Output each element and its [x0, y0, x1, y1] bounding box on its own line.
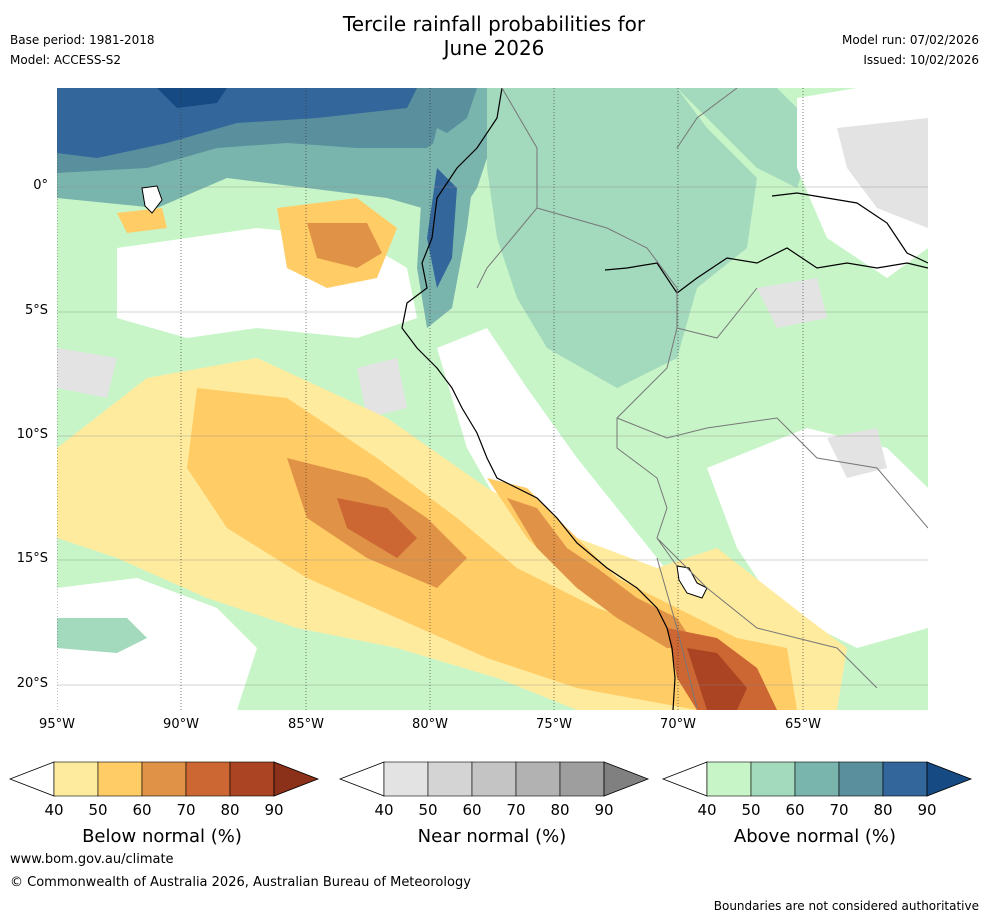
lon-label-65w: 65°W	[785, 717, 821, 732]
title-line-2: June 2026	[443, 36, 545, 60]
colorbar-above-segment	[838, 761, 884, 797]
region-coast-above-dark	[427, 168, 457, 288]
colorbar-above-tick: 80	[873, 801, 893, 819]
colorbar-near-extend-high	[603, 761, 650, 797]
colorbar-near-title: Near normal (%)	[417, 826, 567, 847]
colorbar-above-tick: 70	[829, 801, 849, 819]
lon-label-95w: 95°W	[39, 717, 75, 732]
footer-disclaimer: Boundaries are not considered authoritat…	[713, 899, 979, 913]
colorbar-above-segment	[794, 761, 840, 797]
colorbar-near-segment	[427, 761, 473, 797]
chart-title: Tercile rainfall probabilities for June …	[0, 12, 988, 60]
colorbar-near-tick: 90	[594, 801, 614, 819]
colorbar-below-tick: 90	[264, 801, 284, 819]
lat-label-15s: 15°S	[16, 551, 48, 566]
national-borders	[476, 88, 928, 709]
colorbar-below-tick: 70	[176, 801, 196, 819]
lat-label-20s: 20°S	[16, 676, 48, 691]
region-amazon-above	[487, 88, 757, 388]
model-name: Model: ACCESS-S2	[10, 53, 122, 67]
colorbar-above-segment	[750, 761, 796, 797]
amazon-river-north	[771, 192, 928, 264]
colorbar-below-segment	[53, 761, 99, 797]
footer-copyright: © Commonwealth of Australia 2026, Austra…	[10, 875, 471, 890]
footer-url[interactable]: www.bom.gov.au/climate	[10, 852, 174, 867]
region-near-normal-1	[837, 118, 928, 228]
colorbar-near-tick: 50	[418, 801, 438, 819]
lat-label-5s: 5°S	[24, 303, 48, 318]
colorbar-above-tick: 50	[741, 801, 761, 819]
lon-label-80w: 80°W	[412, 717, 448, 732]
region-below-70	[337, 498, 417, 558]
galapagos-islands	[141, 185, 163, 214]
colorbar-below	[8, 761, 320, 797]
colorbars	[8, 761, 973, 797]
colorbar-below-segment	[141, 761, 187, 797]
model-run: Model run: 07/02/2026	[841, 33, 979, 47]
region-near-normal-4	[757, 278, 827, 328]
lon-label-85w: 85°W	[288, 717, 324, 732]
colorbar-above-segment	[706, 761, 752, 797]
lat-label-0: 0°	[33, 178, 48, 193]
colorbar-near-segment	[515, 761, 561, 797]
colorbar-below-segment	[185, 761, 231, 797]
colorbar-near-segment	[471, 761, 517, 797]
colorbar-near-segment	[559, 761, 605, 797]
colorbar-above	[661, 761, 973, 797]
colorbar-below-tick: 40	[44, 801, 64, 819]
colorbar-above-segment	[882, 761, 928, 797]
title-line-1: Tercile rainfall probabilities for	[342, 12, 646, 36]
colorbar-above-title: Above normal (%)	[733, 826, 897, 847]
colorbar-near	[338, 761, 650, 797]
probability-map	[57, 88, 928, 710]
region-near-normal-2	[57, 348, 117, 398]
issued-date: Issued: 10/02/2026	[863, 53, 979, 67]
colorbar-below-title: Below normal (%)	[82, 826, 242, 847]
region-below-galapagos-dark	[307, 223, 382, 268]
colorbar-near-tick: 40	[374, 801, 394, 819]
lon-label-75w: 75°W	[536, 717, 572, 732]
colorbar-near-tick: 60	[462, 801, 482, 819]
lon-label-70w: 70°W	[660, 717, 696, 732]
colorbar-above-tick: 90	[917, 801, 937, 819]
region-below-coastal-dark	[507, 498, 697, 648]
colorbar-above-tick: 40	[697, 801, 717, 819]
amazon-river	[604, 247, 928, 294]
colorbar-below-tick: 60	[132, 801, 152, 819]
lon-label-90w: 90°W	[163, 717, 199, 732]
colorbar-below-extend-high	[273, 761, 320, 797]
region-below-small	[117, 208, 167, 233]
region-neutral-southwest	[57, 578, 257, 710]
coastline	[401, 88, 676, 710]
colorbar-near-extend-low	[338, 761, 385, 797]
meta-left: Base period: 1981-2018 Model: ACCESS-S2	[10, 30, 155, 70]
colorbar-below-segment	[97, 761, 143, 797]
region-amazon-above-2	[677, 88, 817, 188]
colorbar-above-extend-low	[661, 761, 708, 797]
region-above-sw	[57, 618, 147, 653]
colorbar-below-extend-low	[8, 761, 55, 797]
region-neutral-east	[707, 428, 928, 648]
map-panel	[57, 88, 928, 710]
colorbar-near-segment	[383, 761, 429, 797]
colorbar-above-tick: 60	[785, 801, 805, 819]
colorbar-below-tick: 80	[220, 801, 240, 819]
colorbar-near-tick: 80	[550, 801, 570, 819]
region-above-95	[157, 88, 227, 108]
lake-titicaca	[676, 565, 708, 599]
region-above-90	[57, 88, 417, 158]
colorbar-above-extend-high	[926, 761, 973, 797]
region-below-50	[187, 388, 757, 710]
lat-gridlines	[57, 186, 928, 686]
base-period: Base period: 1981-2018	[10, 33, 155, 47]
colorbar-below-tick: 50	[88, 801, 108, 819]
colorbar-below-segment	[229, 761, 275, 797]
region-below-bolivia-darker	[687, 648, 747, 710]
region-near-normal-3	[357, 358, 407, 418]
region-near-normal-5	[827, 428, 887, 478]
lat-label-10s: 10°S	[16, 427, 48, 442]
colorbar-near-tick: 70	[506, 801, 526, 819]
meta-right: Model run: 07/02/2026 Issued: 10/02/2026	[842, 30, 979, 70]
